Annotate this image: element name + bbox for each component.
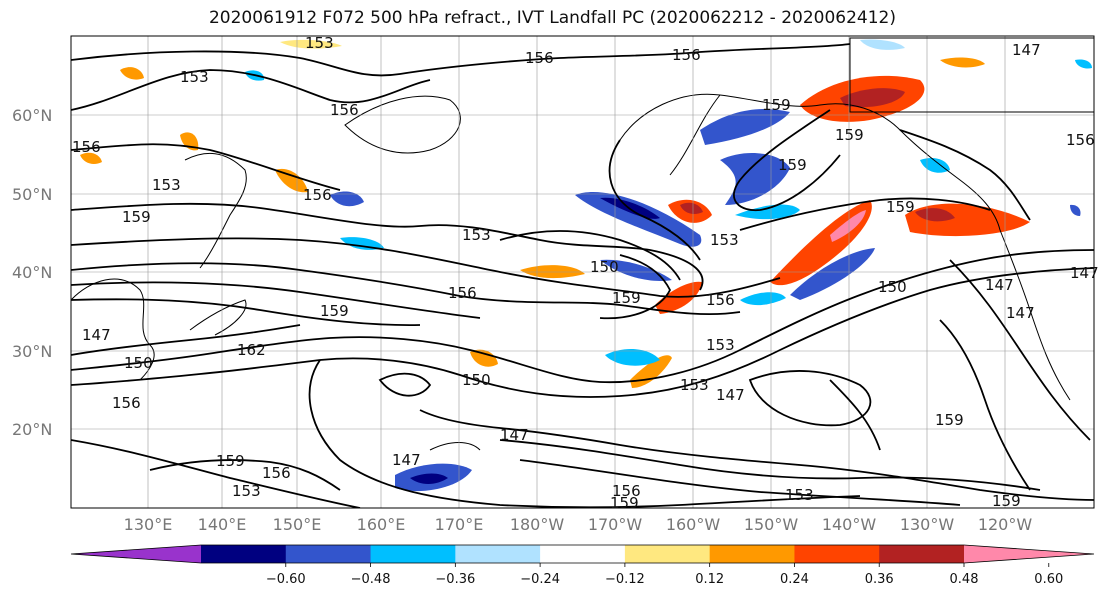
colorbar-segment: [370, 545, 456, 563]
contour-label: 153: [706, 336, 735, 354]
colorbar-segment: [624, 545, 711, 563]
contour-label: 159: [320, 302, 349, 320]
map-title: 2020061912 F072 500 hPa refract., IVT La…: [208, 8, 896, 28]
colorbar-tick-label: 0.24: [780, 572, 809, 587]
contour-label: 153: [305, 34, 334, 52]
contour-label: 147: [1070, 264, 1099, 282]
contour-label: 156: [262, 464, 291, 482]
colorbar-tick-label: −0.12: [605, 572, 645, 587]
contour-label: 147: [1012, 41, 1041, 59]
lon-label: 150°E: [273, 515, 322, 534]
colorbar-segment: [879, 545, 965, 563]
contour-label: 147: [716, 386, 745, 404]
contour-label: 159: [610, 494, 639, 512]
lon-label: 140°E: [198, 515, 247, 534]
contour-label: 153: [680, 376, 709, 394]
colorbar-extend-low: [71, 545, 201, 563]
inset-box: [849, 37, 1094, 113]
colorbar-tick-label: 0.12: [695, 572, 724, 587]
contour-label: 156: [72, 138, 101, 156]
colorbar-tick-label: 0.36: [865, 572, 894, 587]
colorbar-tick-label: −0.60: [266, 572, 306, 587]
contour-label: 156: [112, 394, 141, 412]
contour-label: 156: [303, 186, 332, 204]
contour-label: 159: [122, 208, 151, 226]
colorbar-tick-label: −0.48: [351, 572, 391, 587]
contour-label: 153: [710, 231, 739, 249]
contour-label: 156: [612, 482, 641, 500]
lon-label: 160°W: [666, 515, 721, 534]
contour-label: 147: [500, 426, 529, 444]
lon-label: 180°W: [510, 515, 565, 534]
contour-label: 156: [448, 284, 477, 302]
lon-label: 140°W: [822, 515, 877, 534]
colorbar-tick-label: −0.36: [435, 572, 475, 587]
contour-label: 147: [82, 326, 111, 344]
contour-label: 150: [462, 371, 491, 389]
contour-label: 162: [237, 341, 266, 359]
contour-label: 147: [985, 276, 1014, 294]
contour-label: 153: [785, 486, 814, 504]
lat-label: 20°N: [12, 420, 52, 439]
lat-tick-labels: 60°N 50°N 40°N 30°N 20°N: [12, 106, 52, 439]
colorbar-extend-high: [964, 545, 1094, 563]
contour-label: 159: [935, 411, 964, 429]
contour-label: 147: [392, 451, 421, 469]
map-frame: [70, 35, 1095, 509]
colorbar-outline: [70, 544, 1095, 564]
contour-label: 147: [1006, 304, 1035, 322]
contour-label: 156: [672, 46, 701, 64]
colorbar-tick-label: 0.48: [950, 572, 979, 587]
lon-label: 170°E: [435, 515, 484, 534]
contour-label: 159: [992, 492, 1021, 510]
colorbar-tick-label: −0.24: [520, 572, 560, 587]
lat-label: 30°N: [12, 342, 52, 361]
contour-label: 159: [762, 96, 791, 114]
colorbar-segment: [794, 545, 880, 563]
colorbar-segment: [285, 545, 372, 563]
contour-label: 153: [180, 68, 209, 86]
refractivity-shading: [80, 39, 1092, 492]
colorbar-tick-label: 0.60: [1034, 572, 1063, 587]
colorbar: −0.60 −0.48 −0.36 −0.24 −0.12 0.12 0.24 0.36 0.4…: [70, 544, 1095, 587]
contour-label: 159: [612, 289, 641, 307]
contour-label: 150: [590, 258, 619, 276]
colorbar-segment: [540, 545, 626, 563]
lon-label: 160°E: [357, 515, 406, 534]
contour-label: 153: [232, 482, 261, 500]
contour-label: 156: [1066, 131, 1095, 149]
contour-label: 159: [886, 198, 915, 216]
colorbar-segment: [709, 545, 795, 563]
lon-label: 120°W: [978, 515, 1033, 534]
colorbar-segment: [201, 545, 287, 563]
contour-label: 159: [216, 452, 245, 470]
contour-label: 156: [525, 49, 554, 67]
lon-label: 130°E: [124, 515, 173, 534]
lon-label: 170°W: [588, 515, 643, 534]
lon-tick-labels: 130°E 140°E 150°E 160°E 170°E 180°W 170°…: [124, 515, 1033, 534]
contour-label: 156: [706, 291, 735, 309]
colorbar-segment: [455, 545, 541, 563]
contour-label: 150: [124, 354, 153, 372]
lon-label: 150°W: [744, 515, 799, 534]
contour-labels: 153 153 156 156 156 156 159 153 159 156 …: [72, 34, 1099, 512]
lon-label: 130°W: [900, 515, 955, 534]
contour-label: 159: [778, 156, 807, 174]
graticule: [71, 36, 1094, 508]
lat-label: 40°N: [12, 263, 52, 282]
contour-label: 153: [152, 176, 181, 194]
contour-label: 156: [330, 101, 359, 119]
contour-label: 150: [878, 278, 907, 296]
height-contours: [71, 43, 1094, 508]
contour-label: 159: [835, 126, 864, 144]
contour-label: 153: [462, 226, 491, 244]
lat-label: 50°N: [12, 185, 52, 204]
lat-label: 60°N: [12, 106, 52, 125]
